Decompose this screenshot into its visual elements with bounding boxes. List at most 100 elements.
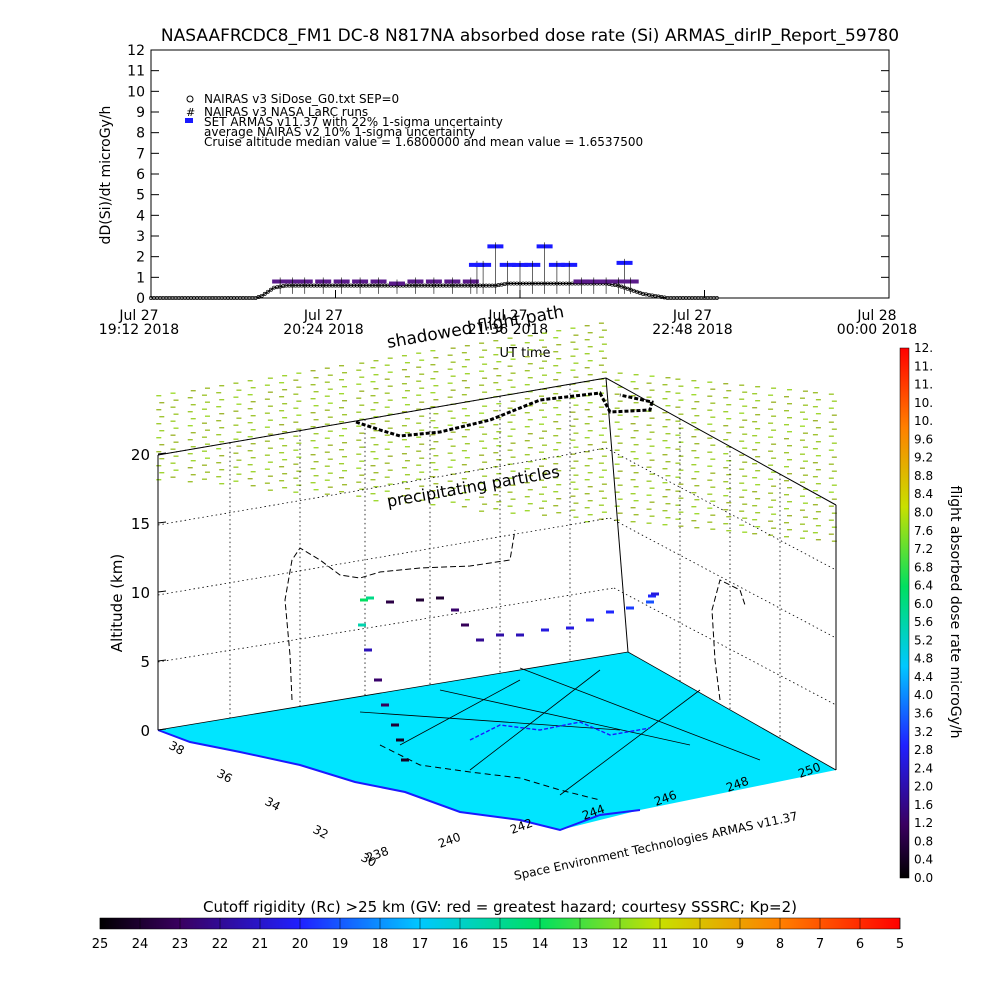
precip-mark xyxy=(356,439,362,441)
precip-mark xyxy=(479,468,485,470)
precip-mark xyxy=(282,487,288,489)
precip-mark xyxy=(815,483,821,485)
precip-mark xyxy=(784,508,790,510)
precip-mark xyxy=(752,505,758,507)
precip-mark xyxy=(614,449,620,451)
precip-mark xyxy=(430,378,436,380)
precip-mark xyxy=(771,471,777,473)
precip-mark xyxy=(598,462,604,464)
precip-mark xyxy=(553,337,559,339)
precip-mark xyxy=(370,367,376,369)
precip-mark xyxy=(233,410,239,412)
precip-mark xyxy=(799,509,805,511)
rigidity-tick-label: 17 xyxy=(412,937,429,952)
precip-mark xyxy=(279,410,285,412)
precip-mark xyxy=(327,374,333,376)
precip-mark xyxy=(633,514,639,516)
nairas-point xyxy=(259,293,264,298)
precip-mark xyxy=(799,495,805,497)
precip-mark xyxy=(755,470,761,472)
precip-mark xyxy=(479,510,485,512)
left-wall-h-grid xyxy=(157,517,611,596)
altitude-ticks: 0 5 10 15 20 xyxy=(131,446,167,740)
precip-mark xyxy=(630,507,636,509)
precip-mark xyxy=(524,370,530,372)
precip-mark xyxy=(461,366,467,368)
precip-mark xyxy=(293,379,299,381)
precip-mark xyxy=(493,340,499,342)
precip-mark xyxy=(614,379,620,381)
precip-mark xyxy=(327,430,333,432)
precip-mark xyxy=(553,407,559,409)
precip-mark xyxy=(190,404,196,406)
precip-mark xyxy=(723,411,729,413)
precip-mark xyxy=(633,402,639,404)
flight-point xyxy=(461,623,469,627)
floor-right-edge xyxy=(627,651,837,771)
precip-mark xyxy=(630,479,636,481)
precip-mark xyxy=(707,465,713,467)
dose-colorbar-ticks: 0.0 0.4 0.8 1.2 1.6 2.0 2.4 2.8 3.2 3.6 4.0 4.4 4.8 5… xyxy=(914,341,933,885)
legend-entry: Cruise altitude median value = 1.6800000… xyxy=(204,135,643,149)
precip-mark xyxy=(739,440,745,442)
precip-mark xyxy=(787,389,793,391)
precip-mark xyxy=(173,455,179,457)
precip-mark xyxy=(742,489,748,491)
precip-mark xyxy=(370,493,376,495)
precip-mark xyxy=(527,391,533,393)
precip-mark xyxy=(633,444,639,446)
precip-mark xyxy=(507,337,513,339)
precip-mark xyxy=(678,441,684,443)
precip-mark xyxy=(373,416,379,418)
precip-mark xyxy=(812,504,818,506)
rigidity-tick-label: 9 xyxy=(736,937,744,952)
precip-mark xyxy=(784,494,790,496)
precip-mark xyxy=(310,426,316,428)
precip-mark xyxy=(373,500,379,502)
rigidity-tick-label: 8 xyxy=(776,937,784,952)
precip-mark xyxy=(662,496,668,498)
rigidity-tick-label: 19 xyxy=(332,937,349,952)
precip-mark xyxy=(726,502,732,504)
precip-mark xyxy=(464,457,470,459)
precip-mark xyxy=(433,483,439,485)
precip-mark xyxy=(675,434,681,436)
coastline xyxy=(157,729,641,832)
precip-mark xyxy=(430,490,436,492)
precip-mark xyxy=(587,374,593,376)
precip-mark xyxy=(828,519,834,521)
precip-mark xyxy=(678,511,684,513)
precip-mark xyxy=(282,375,288,377)
precip-mark xyxy=(450,361,456,363)
precip-mark xyxy=(464,471,470,473)
rigidity-tick-label: 12 xyxy=(612,937,629,952)
precip-mark xyxy=(479,370,485,372)
precip-mark xyxy=(742,447,748,449)
precip-mark xyxy=(404,474,410,476)
precip-mark xyxy=(356,495,362,497)
precip-mark xyxy=(710,472,716,474)
x-tick-time: 19:12 2018 xyxy=(99,322,179,338)
precip-mark xyxy=(450,431,456,433)
precip-mark xyxy=(342,414,348,416)
precip-mark xyxy=(433,497,439,499)
precip-mark xyxy=(356,383,362,385)
precip-mark xyxy=(507,491,513,493)
precip-mark xyxy=(461,450,467,452)
precip-mark xyxy=(598,518,604,520)
precip-mark xyxy=(598,504,604,506)
precip-mark xyxy=(496,403,502,405)
precip-mark xyxy=(339,407,345,409)
precip-mark xyxy=(293,463,299,465)
precip-mark xyxy=(293,491,299,493)
precip-mark xyxy=(665,503,671,505)
precip-mark xyxy=(342,386,348,388)
precip-mark xyxy=(812,490,818,492)
precip-mark xyxy=(450,473,456,475)
altitude-tick-mark xyxy=(157,452,167,455)
precip-mark xyxy=(282,473,288,475)
precip-mark xyxy=(570,397,576,399)
precip-mark xyxy=(384,406,390,408)
precip-mark xyxy=(573,334,579,336)
precip-mark xyxy=(201,464,207,466)
